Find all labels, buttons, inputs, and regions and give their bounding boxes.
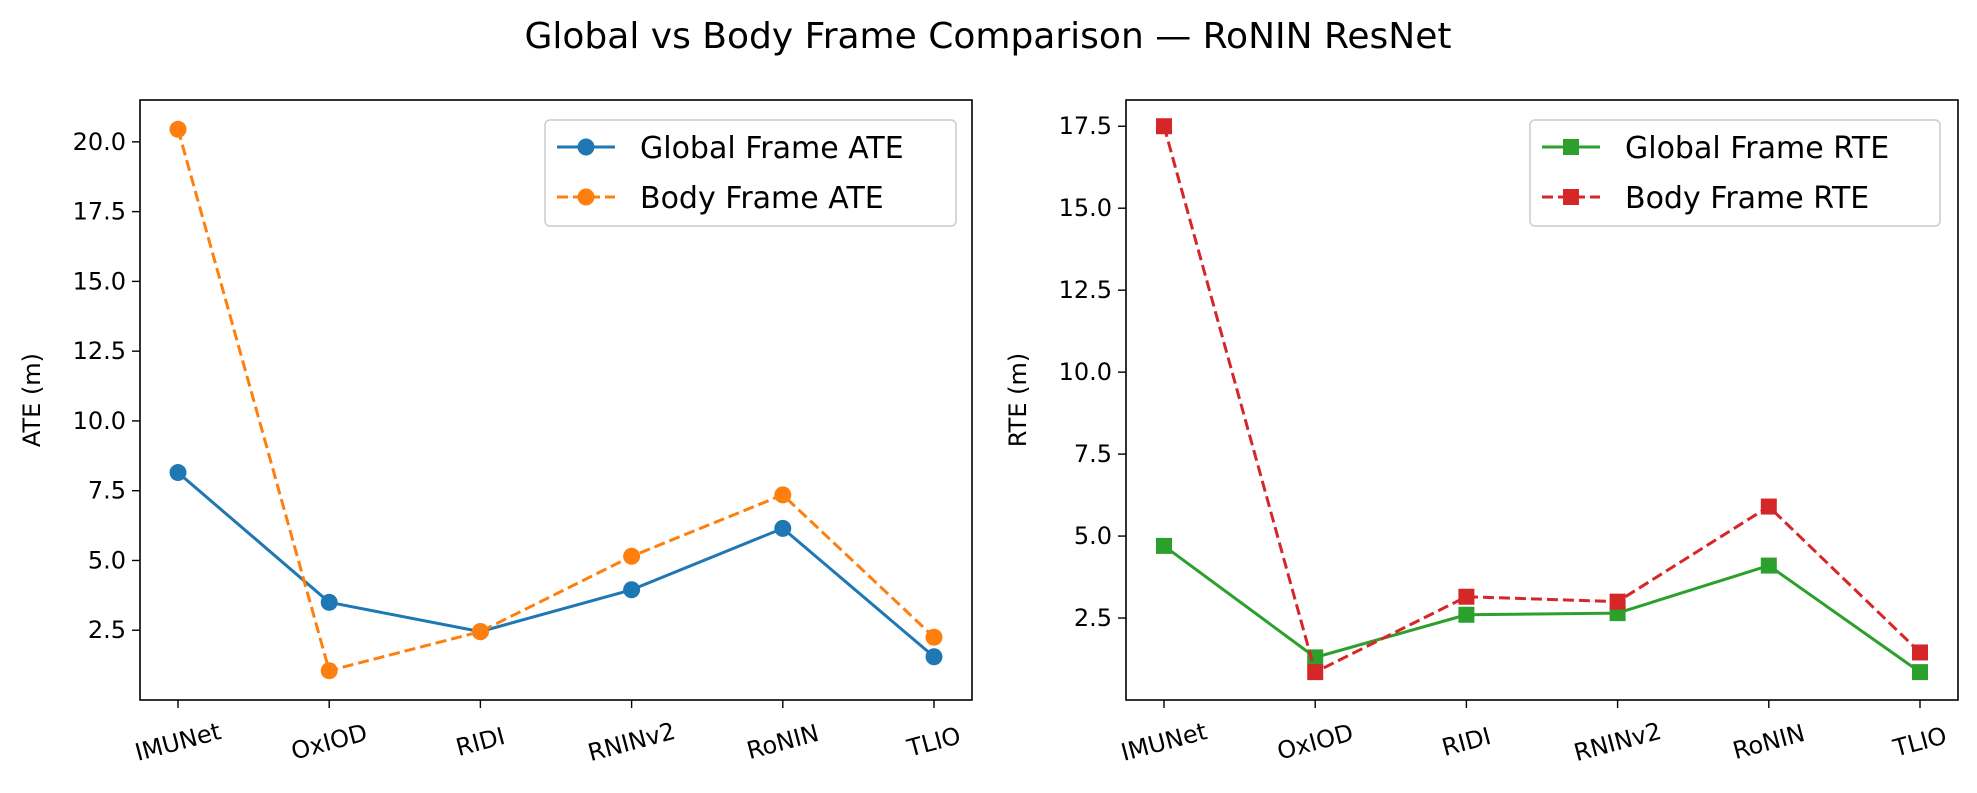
legend-handle-marker <box>1563 139 1579 155</box>
data-point-ronin <box>1760 557 1777 574</box>
legend-handle-marker <box>1563 189 1579 205</box>
y-tick-label: 2.5 <box>88 616 126 644</box>
legend-entry-label: Body Frame ATE <box>640 181 884 216</box>
series-line <box>1163 544 1921 674</box>
data-point-tlio <box>925 628 943 646</box>
x-tick-label-oxiod: OxIOD <box>1274 718 1356 765</box>
x-tick-label-tlio: TLIO <box>903 721 963 762</box>
x-tick-label-ronin: RoNIN <box>744 719 822 765</box>
x-tick-label-ridi: RIDI <box>453 722 508 762</box>
data-point-ronin <box>1760 498 1777 515</box>
data-point-imunet <box>169 120 187 138</box>
data-point-imunet <box>169 464 187 482</box>
x-tick-label-ridi: RIDI <box>1439 722 1494 762</box>
data-point-rninv2 <box>623 547 641 565</box>
figure-title: Global vs Body Frame Comparison — RoNIN … <box>525 16 1452 57</box>
legend-handle-marker <box>577 188 595 206</box>
data-point-oxiod <box>1307 664 1324 681</box>
series-body-frame-rte <box>1156 118 1928 681</box>
ate-chart: 2.5 5.0 7.5 10.0 12.5 15.0 17.5 20.0 IMUNet OxIOD… <box>18 99 973 767</box>
series-line <box>1162 125 1922 674</box>
plot-area-frame <box>1125 99 1959 701</box>
x-tick-label-oxiod: OxIOD <box>288 718 370 765</box>
y-tick-label: 5.0 <box>88 546 126 574</box>
x-tick-label-rninv2: RNINv2 <box>1571 717 1664 767</box>
y-axis-label: ATE (m) <box>18 353 46 447</box>
series-line <box>177 471 935 658</box>
series-line <box>176 128 936 673</box>
rte-chart: 2.5 5.0 7.5 10.0 12.5 15.0 17.5 IMUNet OxIOD RIDI… <box>1004 99 1959 767</box>
data-point-ridi <box>1458 588 1475 605</box>
legend-frame <box>544 119 957 227</box>
series-global-frame-rte <box>1156 537 1928 681</box>
y-tick-label: 12.5 <box>73 337 126 365</box>
y-tick-label: 10.0 <box>1059 358 1112 386</box>
y-tick-label: 2.5 <box>1074 604 1112 632</box>
legend-entry-label: Global Frame ATE <box>640 131 904 166</box>
data-point-rninv2 <box>1609 593 1626 610</box>
legend: Global Frame RTE Body Frame RTE <box>1529 119 1941 227</box>
data-point-ridi <box>471 623 489 641</box>
data-point-ronin <box>774 486 792 504</box>
y-tick-label: 15.0 <box>1059 194 1112 222</box>
data-point-imunet <box>1156 118 1172 135</box>
x-tick-label-imunet: IMUNet <box>132 717 224 767</box>
y-axis-label: RTE (m) <box>1004 353 1032 448</box>
legend-frame <box>1529 119 1941 227</box>
x-tick-label-tlio: TLIO <box>1889 721 1949 762</box>
x-tick-label-ronin: RoNIN <box>1730 719 1808 765</box>
legend: Global Frame ATE Body Frame ATE <box>544 119 957 227</box>
data-point-ronin <box>774 519 792 537</box>
y-tick-label: 20.0 <box>73 128 126 156</box>
data-point-tlio <box>1912 644 1928 661</box>
series-global-frame-ate <box>169 464 943 666</box>
y-tick-label: 17.5 <box>1059 112 1112 140</box>
x-tick-label-imunet: IMUNet <box>1118 717 1210 767</box>
y-tick-label: 12.5 <box>1059 276 1112 304</box>
plot-area-frame <box>139 99 973 701</box>
data-point-oxiod <box>320 662 338 680</box>
data-point-rninv2 <box>623 581 641 599</box>
legend-entry-label: Global Frame RTE <box>1625 131 1889 166</box>
y-tick-label: 10.0 <box>73 407 126 435</box>
series-body-frame-ate <box>169 120 943 680</box>
data-point-imunet <box>1156 537 1172 554</box>
y-tick-label: 17.5 <box>73 198 126 226</box>
y-tick-label: 15.0 <box>73 267 126 295</box>
x-tick-label-rninv2: RNINv2 <box>585 717 678 767</box>
data-point-tlio <box>925 648 943 666</box>
data-point-tlio <box>1912 664 1928 681</box>
y-tick-label: 7.5 <box>1074 440 1112 468</box>
data-point-ridi <box>1458 606 1475 623</box>
data-point-oxiod <box>320 593 338 611</box>
legend-entry-label: Body Frame RTE <box>1625 181 1869 216</box>
legend-handle-marker <box>577 138 595 156</box>
y-tick-label: 7.5 <box>88 477 126 505</box>
y-tick-label: 5.0 <box>1074 522 1112 550</box>
